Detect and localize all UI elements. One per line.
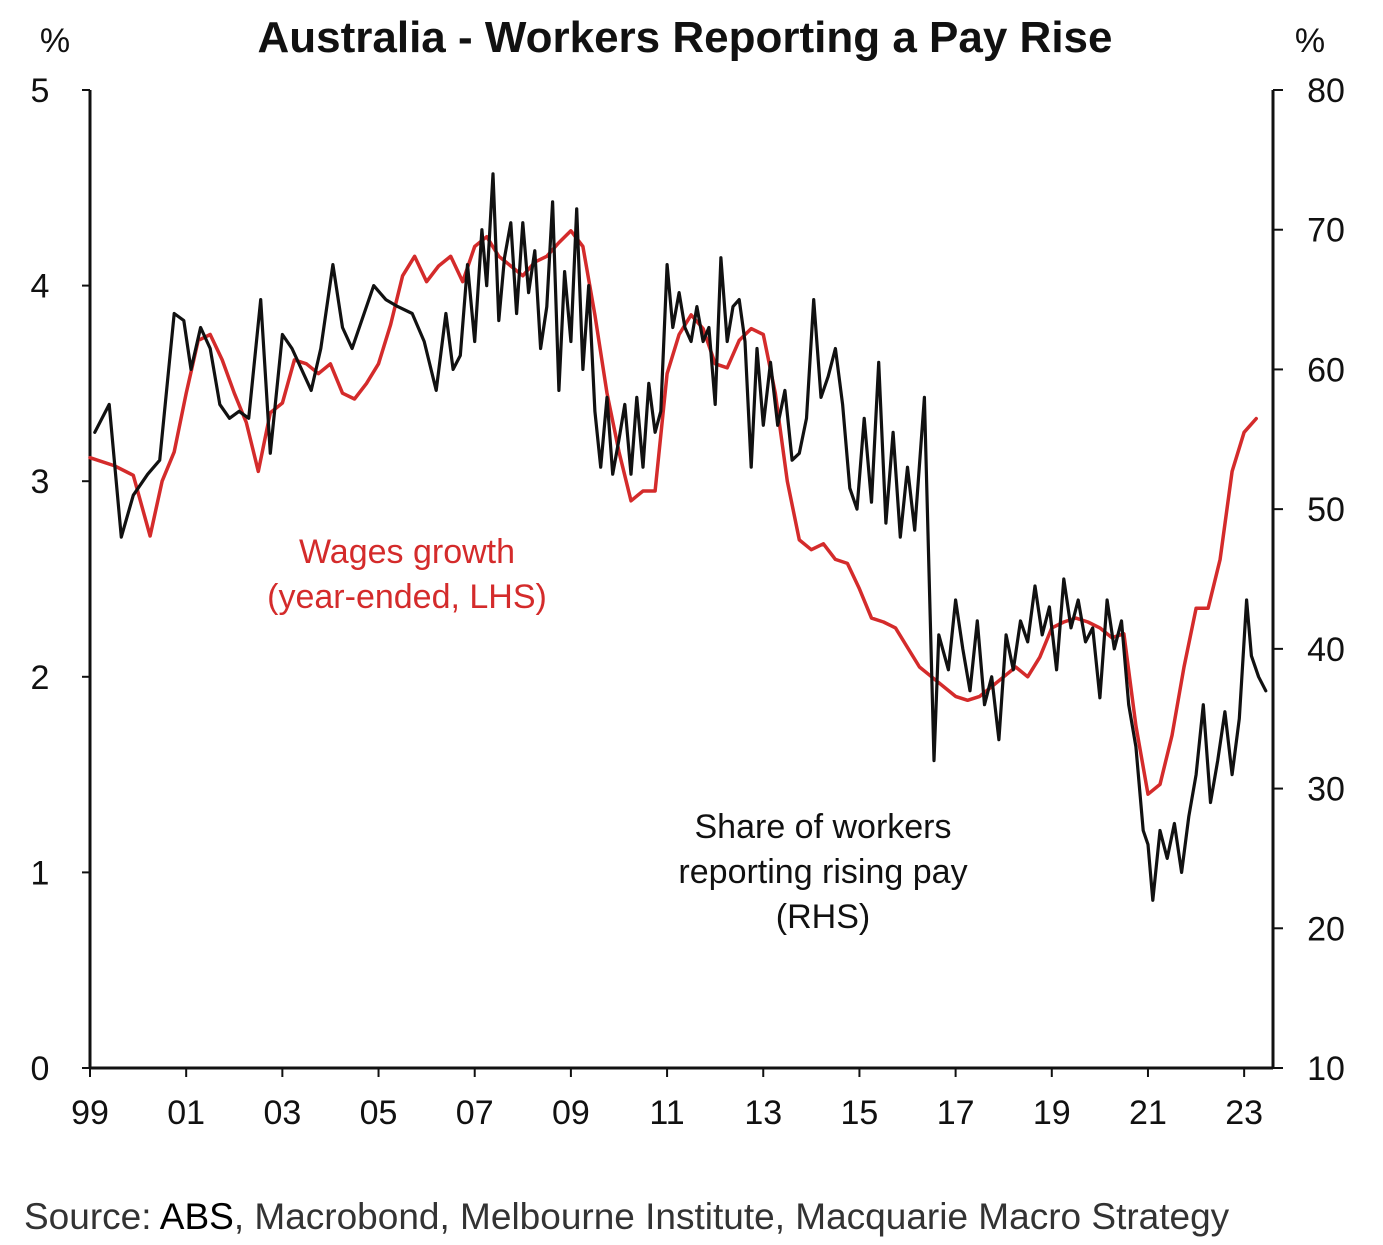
x-tick-label: 17 [937,1094,975,1132]
x-tick-label: 23 [1225,1094,1263,1132]
x-tick-label: 15 [841,1094,879,1132]
left-tick-label: 3 [31,463,50,501]
x-axis-ticks: 99 01 03 05 07 09 11 13 15 17 19 21 23 [71,1068,1263,1132]
right-tick-label: 70 [1307,212,1345,250]
right-tick-label: 20 [1307,910,1345,948]
x-tick-label: 19 [1033,1094,1071,1132]
left-axis-unit: % [40,22,70,60]
x-tick-label: 21 [1129,1094,1167,1132]
wages-annotation-line1: Wages growth [299,533,515,571]
right-tick-label: 10 [1307,1050,1345,1088]
x-tick-label: 03 [263,1094,301,1132]
right-tick-label: 30 [1307,771,1345,809]
left-tick-label: 0 [31,1050,50,1088]
left-tick-label: 4 [31,268,50,306]
share-rising-pay-line [93,172,1268,902]
x-tick-label: 01 [167,1094,205,1132]
axes [88,90,1275,1070]
right-tick-label: 40 [1307,631,1345,669]
wages-annotation-line2: (year-ended, LHS) [267,578,547,616]
left-tick-label: 5 [31,72,50,110]
x-tick-label: 05 [360,1094,398,1132]
x-tick-label: 09 [552,1094,590,1132]
chart-svg: Australia - Workers Reporting a Pay Rise… [31,13,1345,1132]
left-tick-label: 2 [31,659,50,697]
series-layer [88,172,1268,902]
source-rest: , Macrobond, Melbourne Institute, Macqua… [233,1196,1230,1237]
share-annotation-line1: Share of workers [695,808,952,846]
right-tick-label: 50 [1307,491,1345,529]
right-tick-label: 80 [1307,72,1345,110]
x-tick-label: 99 [71,1094,109,1132]
right-axis-unit: % [1295,22,1325,60]
right-tick-label: 60 [1307,351,1345,389]
left-tick-label: 1 [31,854,50,892]
source-note: Source: ABS, Macrobond, Melbourne Instit… [24,1196,1229,1238]
source-abs: ABS [159,1196,234,1237]
share-annotation-line3: (RHS) [776,898,870,936]
source-prefix: Source: [24,1196,160,1237]
left-axis-ticks: 0 1 2 3 4 5 [31,72,90,1088]
x-tick-label: 11 [649,1094,684,1132]
chart-title: Australia - Workers Reporting a Pay Rise [257,13,1112,62]
x-tick-label: 13 [744,1094,782,1132]
right-axis-ticks: 10 20 30 40 50 60 70 80 [1273,72,1345,1088]
share-annotation-line2: reporting rising pay [678,853,967,891]
x-tick-label: 07 [456,1094,494,1132]
